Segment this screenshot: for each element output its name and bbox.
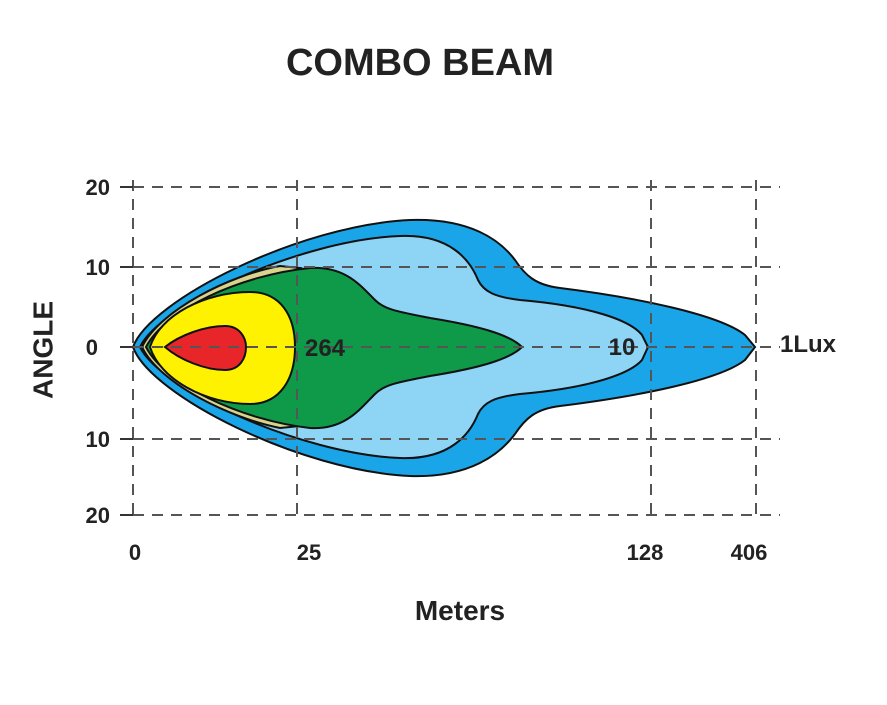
contour-label: 10 — [609, 334, 636, 361]
x-tick-label: 406 — [731, 540, 768, 565]
y-tick-label: 20 — [86, 175, 110, 200]
contour-label: 264 — [305, 335, 346, 362]
x-tick-label: 128 — [627, 540, 664, 565]
x-tick-label: 25 — [297, 540, 321, 565]
y-tick-label: 0 — [86, 335, 98, 360]
title: COMBO BEAM — [286, 42, 554, 84]
x-tick-label: 0 — [129, 540, 141, 565]
x-axis-label: Meters — [415, 595, 505, 626]
y-axis-label: ANGLE — [27, 301, 58, 399]
y-tick-label: 10 — [86, 427, 110, 452]
contour-label: 1Lux — [780, 331, 837, 358]
grid — [120, 180, 780, 522]
y-tick-label: 20 — [86, 503, 110, 528]
red-contour — [163, 324, 248, 372]
y-tick-label: 10 — [86, 255, 110, 280]
